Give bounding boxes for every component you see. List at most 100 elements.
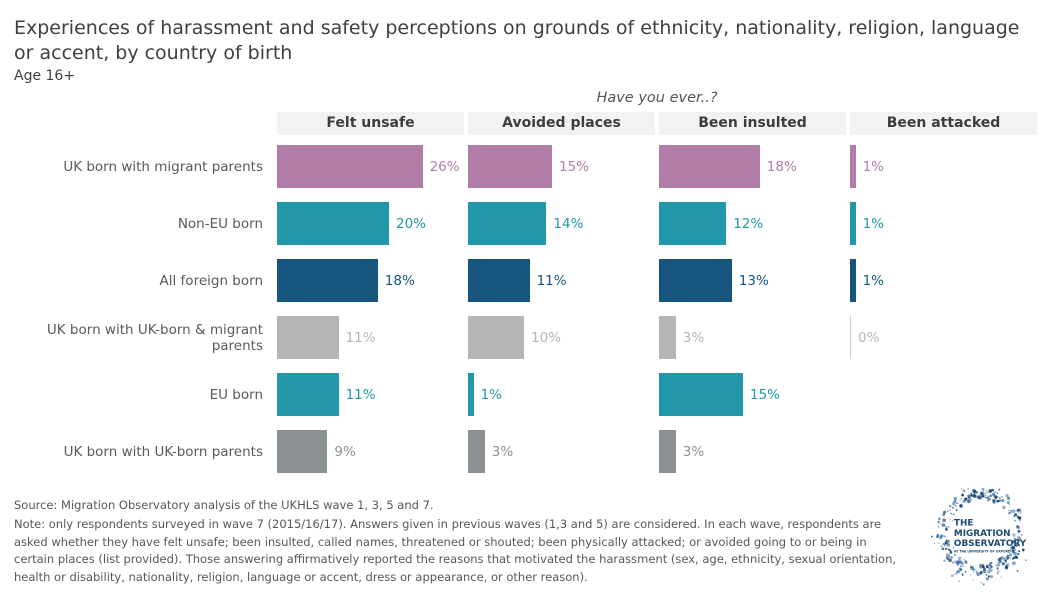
- logo-dot: [980, 570, 983, 574]
- logo-dot: [997, 562, 999, 564]
- logo-dot: [1006, 556, 1010, 560]
- bar-cell: 10%: [468, 316, 655, 360]
- logo-dot: [1006, 501, 1010, 505]
- header-spacer: [14, 112, 273, 135]
- panel-header: Felt unsafe: [277, 112, 464, 136]
- bar: [850, 259, 856, 303]
- logo-dot: [936, 534, 940, 537]
- logo-dot: [950, 574, 954, 578]
- row-label: All foreign born: [159, 272, 263, 289]
- logo-dot: [1009, 509, 1013, 513]
- logo-dot: [1008, 511, 1011, 515]
- logo-dot: [947, 525, 950, 529]
- value-label: 9%: [334, 443, 356, 460]
- logo-dot: [961, 488, 963, 490]
- logo-dot: [958, 556, 962, 560]
- logo-dot: [941, 547, 945, 551]
- logo-dot: [959, 565, 962, 568]
- logo-dot: [1012, 509, 1016, 513]
- logo-dot: [961, 493, 964, 495]
- footnote: Source: Migration Observatory analysis o…: [14, 497, 902, 587]
- logo-dot: [943, 535, 946, 538]
- logo-dot: [951, 506, 954, 509]
- logo-dot: [985, 573, 988, 576]
- logo-dot: [1007, 554, 1010, 558]
- value-label: 11%: [345, 386, 376, 403]
- row-label: UK born with UK-born parents: [63, 443, 263, 460]
- chart-grid: Felt unsafe Avoided places Been insulted Be…: [14, 112, 1049, 480]
- logo-dot: [1018, 550, 1021, 553]
- logo-dot: [1016, 556, 1019, 559]
- logo-dot: [991, 569, 993, 571]
- logo-dot: [962, 563, 964, 565]
- logo-dot: [953, 573, 955, 575]
- table-row: Non-EU born 20% 14% 12% 1%: [14, 195, 1049, 252]
- bar-cell: 15%: [468, 145, 655, 189]
- bar-cell: 3%: [659, 316, 846, 360]
- bar-cell: 1%: [468, 373, 655, 417]
- logo-dot: [989, 564, 992, 567]
- logo-dot: [943, 510, 947, 514]
- logo-dot: [1000, 495, 1003, 498]
- logo-dot: [961, 574, 964, 576]
- logo-dot: [973, 571, 975, 573]
- bar-cell: [850, 373, 1037, 416]
- logo-dot: [982, 583, 985, 586]
- bar-cell: 13%: [659, 259, 846, 303]
- logo-dot: [951, 561, 955, 564]
- bar: [277, 259, 378, 303]
- logo-dot: [996, 499, 1000, 503]
- logo-dot: [1016, 569, 1019, 572]
- logo-dot: [938, 517, 940, 519]
- bar: [659, 430, 676, 474]
- logo-dot: [940, 545, 943, 547]
- value-label: 3%: [682, 443, 705, 460]
- panel-header-row: Felt unsafe Avoided places Been insulted Be…: [14, 112, 1049, 136]
- logo-dot: [967, 487, 970, 490]
- page-title: Experiences of harassment and safety per…: [14, 17, 1020, 65]
- bar: [659, 373, 743, 417]
- logo-dot: [996, 572, 999, 575]
- logo-dot: [981, 488, 984, 490]
- logo-dot: [985, 490, 989, 494]
- logo-dot: [1017, 537, 1022, 541]
- logo-dot: [1018, 516, 1022, 520]
- logo-dot: [1010, 546, 1012, 548]
- logo-dot: [1015, 538, 1018, 541]
- bar-cell: 20%: [277, 202, 464, 246]
- logo-dot: [956, 570, 959, 573]
- logo-dot: [994, 491, 996, 493]
- logo-text: MIGRATION: [954, 529, 1011, 539]
- logo-dot: [954, 554, 956, 556]
- logo-dot: [978, 563, 983, 568]
- logo-dot: [988, 566, 992, 571]
- bar-cell: 18%: [659, 145, 846, 189]
- bar: [468, 202, 547, 246]
- logo-dot: [963, 501, 966, 503]
- source-text: Source: Migration Observatory analysis o…: [14, 498, 434, 512]
- table-row: UK born with UK-born & migrant parents 11…: [14, 309, 1049, 366]
- logo-dot: [1000, 555, 1004, 560]
- bar: [277, 316, 339, 360]
- logo-dot: [1002, 505, 1006, 510]
- logo-dot: [948, 544, 950, 546]
- logo-dot: [1017, 529, 1021, 533]
- logo-dot: [972, 568, 975, 571]
- value-label: 18%: [384, 272, 415, 289]
- logo-dot: [937, 521, 940, 524]
- logo-dot: [1001, 562, 1005, 566]
- logo-dot: [984, 494, 987, 497]
- logo-dot: [949, 519, 951, 521]
- logo-dot: [930, 535, 933, 538]
- logo-dot: [988, 489, 993, 493]
- logo-dot: [998, 560, 1002, 564]
- logo-dot: [987, 575, 991, 578]
- logo-dot: [978, 496, 982, 500]
- logo-dot: [981, 565, 985, 569]
- bar: [277, 202, 389, 246]
- bar: [850, 202, 856, 246]
- logo-dot: [1020, 533, 1023, 536]
- panel-header: Avoided places: [468, 112, 655, 136]
- logo-dot: [1014, 519, 1017, 522]
- logo-dot: [992, 492, 996, 496]
